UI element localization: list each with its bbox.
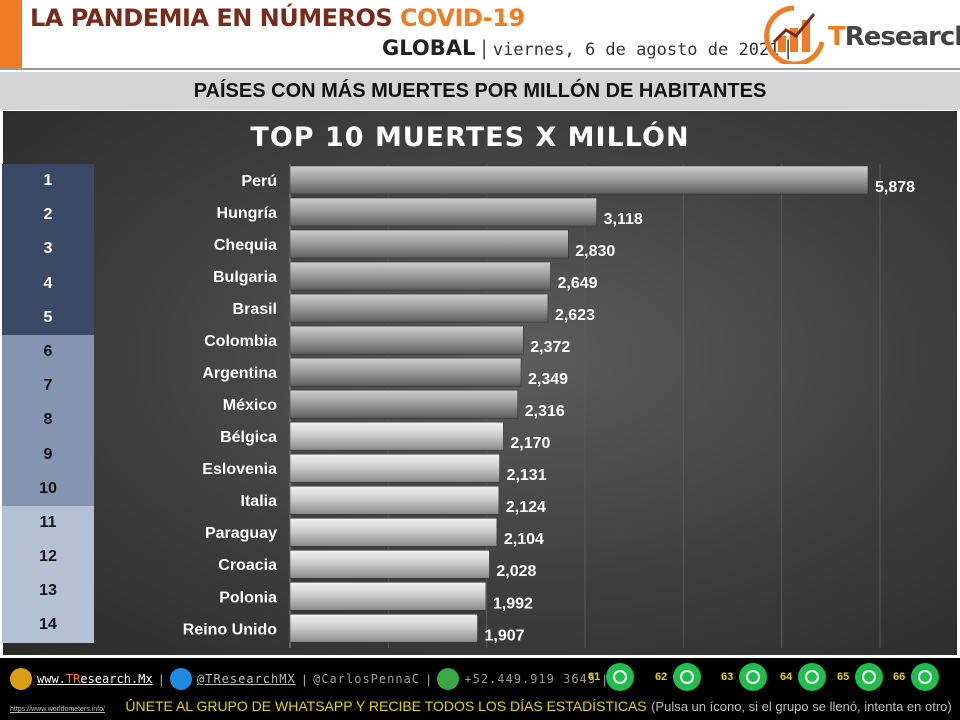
scope-label: GLOBAL [382,36,476,60]
value-label: 1,907 [485,627,525,644]
value-label: 2,131 [507,467,547,484]
rank-cell: 4 [2,266,94,301]
rank-cell: 5 [2,300,94,335]
value-label: 3,118 [604,211,643,228]
category-label: Reino Unido [183,621,277,638]
logo-text: TResearch [828,22,960,52]
value-label: 2,028 [496,563,536,580]
category-label: Chequia [214,237,277,254]
category-label: Brasil [233,301,277,318]
bar [289,453,500,483]
whatsapp-group-63[interactable]: 63 [721,663,768,691]
rank-cell: 11 [2,505,94,541]
section-banner: PAÍSES CON MÁS MUERTES POR MILLÓN DE HAB… [0,72,960,110]
tresearch-logo-icon [764,5,825,64]
whatsapp-icon [855,663,884,691]
value-label: 2,316 [525,403,565,420]
whatsapp-group-61[interactable]: 61 [588,663,635,691]
twitter-icon [170,668,192,690]
rank-cell: 10 [2,471,94,506]
rank-cell: 14 [2,608,94,643]
category-label: Colombia [204,333,277,350]
phone-number[interactable]: +52.449.919 3645 [464,672,596,686]
whatsapp-icon [739,663,768,691]
bar [289,261,551,291]
bar [289,549,490,579]
title-accent: COVID-19 [400,4,525,32]
category-label: Hungría [217,205,278,222]
bar [289,325,524,355]
whatsapp-hint: (Pulsa un ícono, si el grupo se llenó, i… [651,699,952,714]
bar [289,357,522,387]
bar [289,582,487,611]
twitter-link[interactable]: @TResearchMX [197,672,296,686]
bar [289,229,569,259]
category-label: Argentina [202,365,277,382]
value-label: 2,349 [528,371,568,388]
header-subtitle: GLOBAL | viernes, 6 de agosto de 2021 | [382,36,791,60]
whatsapp-icon [606,663,635,691]
whatsapp-cta: ÚNETE AL GRUPO DE WHATSAPP Y RECIBE TODO… [125,698,647,714]
value-label: 5,878 [875,179,915,196]
rank-cell: 1 [2,164,94,199]
rank-cell: 8 [2,403,94,438]
whatsapp-icon [673,663,702,691]
category-label: Bélgica [220,429,277,446]
whatsapp-group-64[interactable]: 64 [780,663,827,691]
category-label: Eslovenia [202,461,277,478]
value-label: 2,104 [504,531,544,548]
date-label: viernes, 6 de agosto de 2021 [492,40,780,60]
category-label: Paraguay [205,525,277,542]
category-label: México [223,397,277,414]
value-label: 2,124 [506,499,546,516]
whatsapp-group-62[interactable]: 62 [655,663,702,691]
whatsapp-icon [911,663,940,691]
value-label: 1,992 [493,595,533,612]
bar [289,197,597,227]
whatsapp-phone-icon [437,668,460,690]
bar [289,293,549,323]
rank-cell: 9 [2,437,94,472]
rank-cell: 6 [2,334,94,370]
second-handle[interactable]: @CarlosPennaC [313,672,421,686]
chart-title: TOP 10 MUERTES X MILLÓN [250,122,690,153]
website-link[interactable]: www.TResearch.Mx [37,672,153,686]
globe-icon [10,668,32,690]
category-label: Perú [241,173,277,190]
rank-cell: 7 [2,369,94,404]
value-label: 2,830 [575,243,615,260]
rank-cell: 12 [2,540,94,575]
value-label: 2,372 [530,339,570,356]
whatsapp-icon [798,663,827,691]
whatsapp-group-66[interactable]: 66 [893,663,940,691]
category-label: Polonia [219,589,277,606]
value-label: 2,623 [555,307,595,324]
value-label: 2,170 [510,435,550,452]
value-label: 2,649 [557,275,597,292]
category-label: Italia [241,493,278,510]
rank-cell: 2 [2,198,94,233]
bar [289,517,498,547]
header-divider [0,68,960,70]
whatsapp-group-65[interactable]: 65 [837,663,884,691]
bar [289,485,500,515]
bar [289,421,504,451]
rank-cell: 3 [2,232,94,267]
footer-cta-row: https://www.worldometers.info/ ÚNETE AL … [10,698,952,716]
rank-column: 1 2 3 4 5 6 7 8 9 10 11 12 13 14 [2,164,94,643]
category-label: Bulgaria [213,269,277,286]
bar [289,165,869,195]
footer-contacts: www.TResearch.Mx | @TResearchMX | @Carlo… [10,665,613,693]
page-title: LA PANDEMIA EN NÚMEROS COVID-19 [30,4,525,32]
source-link[interactable]: https://www.worldometers.info/ [10,706,105,713]
header-accent-bar [0,0,22,68]
bar [289,389,518,419]
bar [289,614,478,643]
category-label: Croacia [218,557,277,574]
rank-cell: 13 [2,574,94,609]
